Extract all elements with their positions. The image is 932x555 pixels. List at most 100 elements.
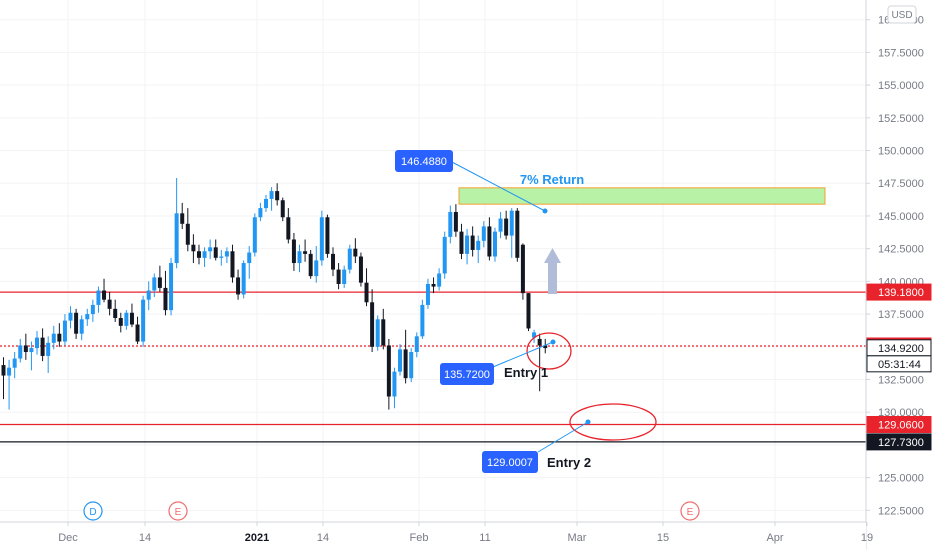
time-axis-background xyxy=(0,522,866,550)
candle-body xyxy=(492,231,497,257)
candle-body xyxy=(68,312,73,321)
entry-2-callout-label: 129.0007 xyxy=(487,457,533,469)
candle xyxy=(29,341,34,371)
currency-badge-box xyxy=(887,5,917,24)
price-label-box xyxy=(866,283,932,301)
candle-body xyxy=(141,299,146,342)
candle-body xyxy=(370,302,375,347)
candle xyxy=(543,338,548,354)
candle xyxy=(224,247,229,264)
candle-body xyxy=(280,200,285,218)
candle xyxy=(532,329,537,343)
candle xyxy=(185,208,190,252)
candle xyxy=(79,315,84,341)
candle-body xyxy=(29,348,34,353)
candle-body xyxy=(62,320,67,342)
candle-body xyxy=(515,210,520,258)
candle-body xyxy=(191,244,196,252)
event-marker-label: D xyxy=(89,507,96,518)
candle xyxy=(314,246,319,283)
candle xyxy=(342,265,347,288)
candle-body xyxy=(157,277,162,288)
candle xyxy=(96,286,101,313)
candle-body xyxy=(459,231,464,254)
time-tick-label: 2021 xyxy=(245,532,269,544)
event-marker-circle xyxy=(83,501,103,521)
candle xyxy=(236,269,241,300)
candle-body xyxy=(392,371,397,397)
candle xyxy=(303,239,308,262)
candle xyxy=(208,239,213,260)
time-tick-label: 15 xyxy=(657,532,669,544)
currency-badge: USD xyxy=(887,5,917,24)
candle-body xyxy=(247,252,252,264)
candle-body xyxy=(129,312,134,325)
candle-body xyxy=(258,208,263,218)
price-grid xyxy=(0,0,868,522)
candle-body xyxy=(465,235,470,254)
candle-body xyxy=(252,217,257,253)
price-label-box xyxy=(866,433,932,451)
entry-2-callout-box xyxy=(482,451,538,473)
candle xyxy=(23,333,28,360)
candle xyxy=(191,234,196,264)
candle-body xyxy=(107,299,112,309)
candle xyxy=(68,306,73,329)
candle xyxy=(414,332,419,358)
entry-1-callout-label: 135.7200 xyxy=(444,369,490,381)
candle xyxy=(146,281,151,311)
candle-body xyxy=(18,345,23,359)
candle-body xyxy=(185,223,190,245)
candle xyxy=(263,195,268,213)
candle xyxy=(219,249,224,266)
candle xyxy=(85,308,90,326)
countdown-text: 05:31:44 xyxy=(878,359,921,371)
candle-body xyxy=(448,212,453,237)
horizontal-levels xyxy=(0,291,866,443)
candle-body xyxy=(375,319,380,347)
candle-body xyxy=(481,226,486,241)
countdown-box xyxy=(866,355,932,373)
candle-body xyxy=(543,345,548,349)
candle xyxy=(62,314,67,346)
candle xyxy=(353,238,358,264)
time-tick-label: 14 xyxy=(317,532,329,544)
time-tick-label: Dec xyxy=(58,532,78,544)
price-tick-label: 125.0000 xyxy=(878,473,924,485)
candle xyxy=(331,247,336,277)
candle-body xyxy=(85,314,90,320)
candle-body xyxy=(431,283,436,287)
candle xyxy=(398,344,403,376)
candle-body xyxy=(219,256,224,258)
candle-body xyxy=(353,248,358,257)
candle-body xyxy=(7,367,12,376)
entry-1-connector xyxy=(492,341,554,368)
candle xyxy=(7,359,12,410)
candle-body xyxy=(202,251,207,258)
candle-body xyxy=(113,308,118,318)
candle xyxy=(18,338,23,363)
candle-body xyxy=(470,235,475,250)
candle-body xyxy=(96,290,101,305)
price-tick-label: 132.5000 xyxy=(878,374,924,386)
event-marker-E: E xyxy=(680,501,700,521)
event-marker-label: E xyxy=(175,507,182,518)
candle xyxy=(180,202,185,230)
candle-body xyxy=(425,283,430,305)
candle-body xyxy=(364,282,369,303)
price-tick-label: 155.0000 xyxy=(878,80,924,92)
candle-body xyxy=(476,240,481,250)
annotation-layer: 146.4880 7% Return 135.7200 Entry 1 129.0007… xyxy=(395,150,657,473)
candle xyxy=(308,249,313,279)
candle-body xyxy=(336,269,341,284)
candle xyxy=(537,333,542,392)
candle-body xyxy=(537,338,542,346)
candle-body xyxy=(40,337,45,356)
candle xyxy=(258,202,263,222)
candle xyxy=(515,208,520,262)
candle xyxy=(481,221,486,248)
candle xyxy=(141,295,146,347)
time-tick-label: 14 xyxy=(139,532,151,544)
candle-body xyxy=(230,251,235,278)
